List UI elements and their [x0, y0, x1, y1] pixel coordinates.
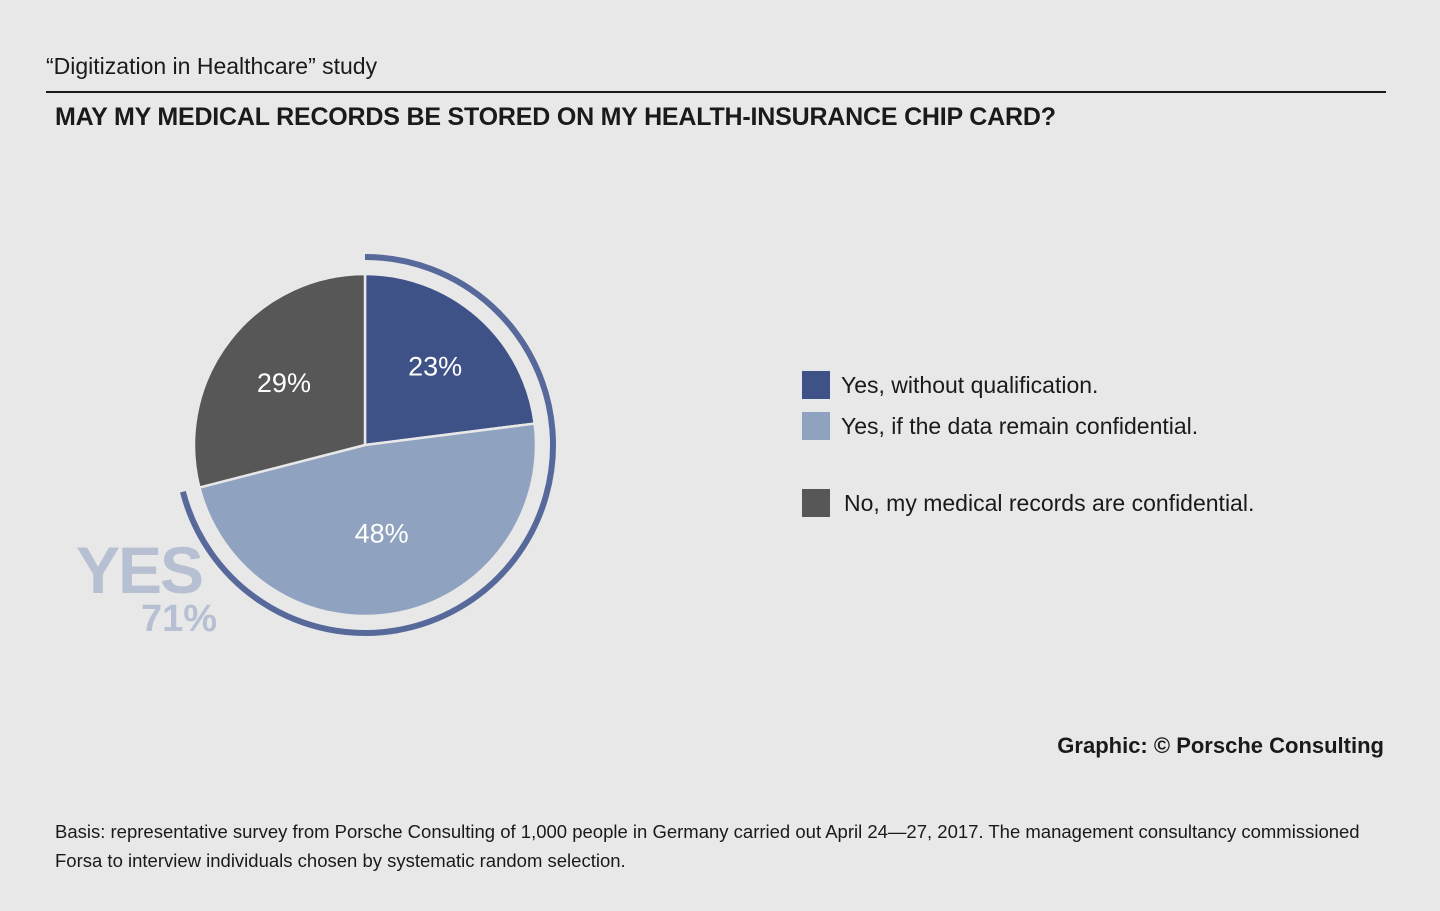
yes-annotation-arc — [180, 254, 556, 636]
study-label: “Digitization in Healthcare” study — [46, 53, 378, 79]
legend-swatch — [802, 489, 830, 517]
pie-slice — [192, 272, 367, 489]
survey-basis-note: Basis: representative survey from Porsch… — [55, 821, 1360, 871]
pie-slice-label: 48% — [355, 518, 409, 548]
legend-label: Yes, if the data remain confidential. — [841, 412, 1199, 439]
pie-slice-label: 23% — [408, 351, 462, 381]
header-divider — [46, 91, 1386, 93]
legend-label: No, my medical records are confidential. — [844, 489, 1255, 516]
legend-label: Yes, without qualification. — [841, 371, 1099, 398]
pie-slice — [198, 422, 538, 618]
pie-slice-label: 29% — [257, 368, 311, 398]
legend-item-no-confidential: No, my medical records are confidential. — [802, 489, 1254, 517]
pie-slice — [363, 272, 536, 447]
yes-annotation-word: YES — [76, 533, 204, 607]
legend-swatch — [802, 371, 830, 399]
legend-swatch — [802, 412, 830, 440]
graphic-credit: Graphic: © Porsche Consulting — [1057, 733, 1384, 758]
legend-item-yes-without-qualification: Yes, without qualification. — [802, 371, 1098, 399]
legend-item-yes-if-confidential: Yes, if the data remain confidential. — [802, 412, 1198, 440]
yes-annotation-value: 71% — [141, 598, 218, 640]
chart-title: MAY MY MEDICAL RECORDS BE STORED ON MY H… — [55, 103, 1056, 131]
